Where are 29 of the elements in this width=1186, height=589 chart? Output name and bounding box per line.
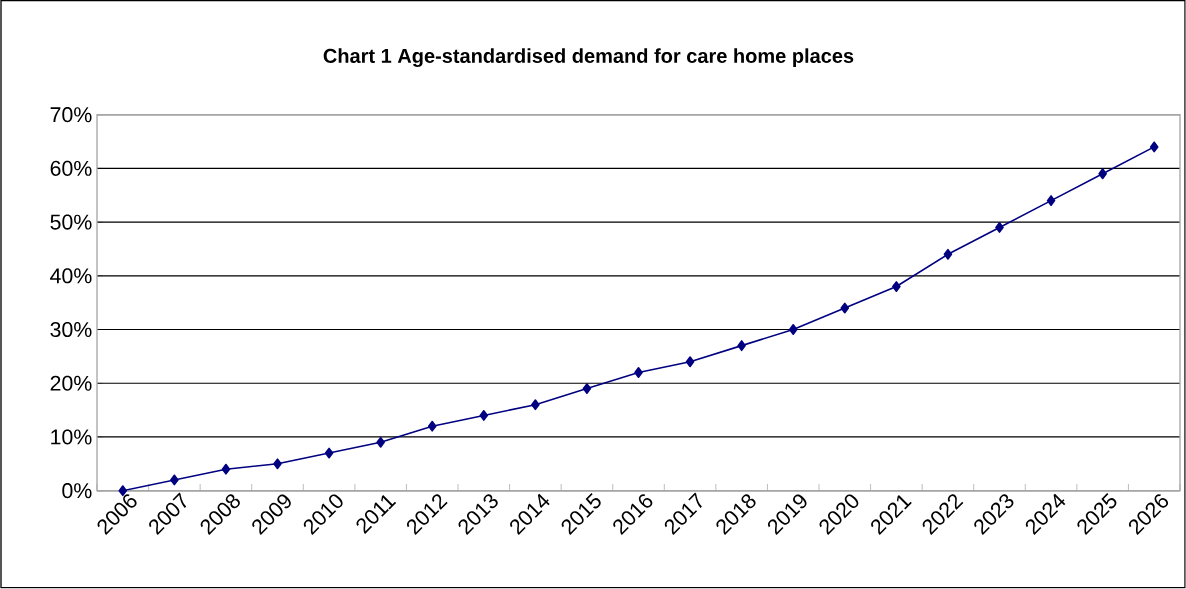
y-tick-label: 60% (50, 161, 92, 177)
point (427, 420, 437, 432)
chart-title: Chart 1 Age-standardised demand for care home places (323, 48, 854, 68)
y-tick-label: 40% (50, 268, 92, 284)
y-tick-label: 10% (51, 429, 92, 445)
point (221, 463, 231, 475)
point (170, 474, 179, 486)
point (531, 399, 540, 411)
point (582, 383, 592, 395)
y-tick-label: 70% (50, 107, 92, 123)
point (273, 458, 282, 470)
point (1149, 141, 1159, 153)
point (324, 447, 334, 459)
point (995, 222, 1004, 234)
y-tick-label: 30% (50, 322, 92, 338)
point (1046, 195, 1056, 207)
y-tick-label: 20% (50, 375, 92, 391)
y-tick-label: 0% (62, 483, 92, 499)
point (943, 249, 953, 260)
point (892, 281, 901, 293)
point (1098, 168, 1107, 180)
point (788, 324, 798, 336)
y-tick-label: 50% (50, 214, 92, 230)
point (479, 410, 489, 422)
point (634, 367, 643, 379)
point (685, 356, 695, 368)
point (737, 340, 746, 352)
point (376, 437, 385, 448)
point (840, 302, 850, 314)
